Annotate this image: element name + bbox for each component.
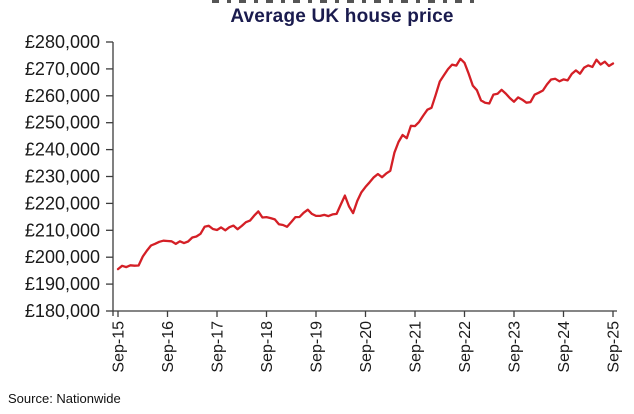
y-tick-label: £250,000 [25,113,100,133]
y-tick-label: £210,000 [25,220,100,240]
chart-title: Average UK house price [230,6,454,27]
x-tick-label: Sep-16 [160,321,177,373]
y-tick-label: £260,000 [25,86,100,106]
y-tick-label: £240,000 [25,140,100,160]
y-tick-label: £270,000 [25,59,100,79]
y-tick-label: £230,000 [25,167,100,187]
x-tick-label: Sep-25 [606,321,623,373]
x-tick-label: Sep-17 [210,321,227,373]
x-tick-label: Sep-19 [309,321,326,373]
x-tick-label: Sep-22 [457,321,474,373]
source-label: Source: Nationwide [8,391,121,406]
x-tick-label: Sep-21 [408,321,425,373]
y-tick-label: £180,000 [25,301,100,321]
x-tick-label: Sep-24 [556,321,573,373]
y-tick-label: £220,000 [25,193,100,213]
x-tick-label: Sep-23 [507,321,524,373]
x-tick-label: Sep-20 [358,321,375,373]
y-tick-label: £280,000 [25,32,100,52]
cropped-text-artifact [212,0,480,3]
y-tick-label: £190,000 [25,274,100,294]
y-tick-label: £200,000 [25,247,100,267]
x-tick-label: Sep-18 [259,321,276,373]
x-tick-label: Sep-15 [111,321,128,373]
price-line [116,57,615,271]
